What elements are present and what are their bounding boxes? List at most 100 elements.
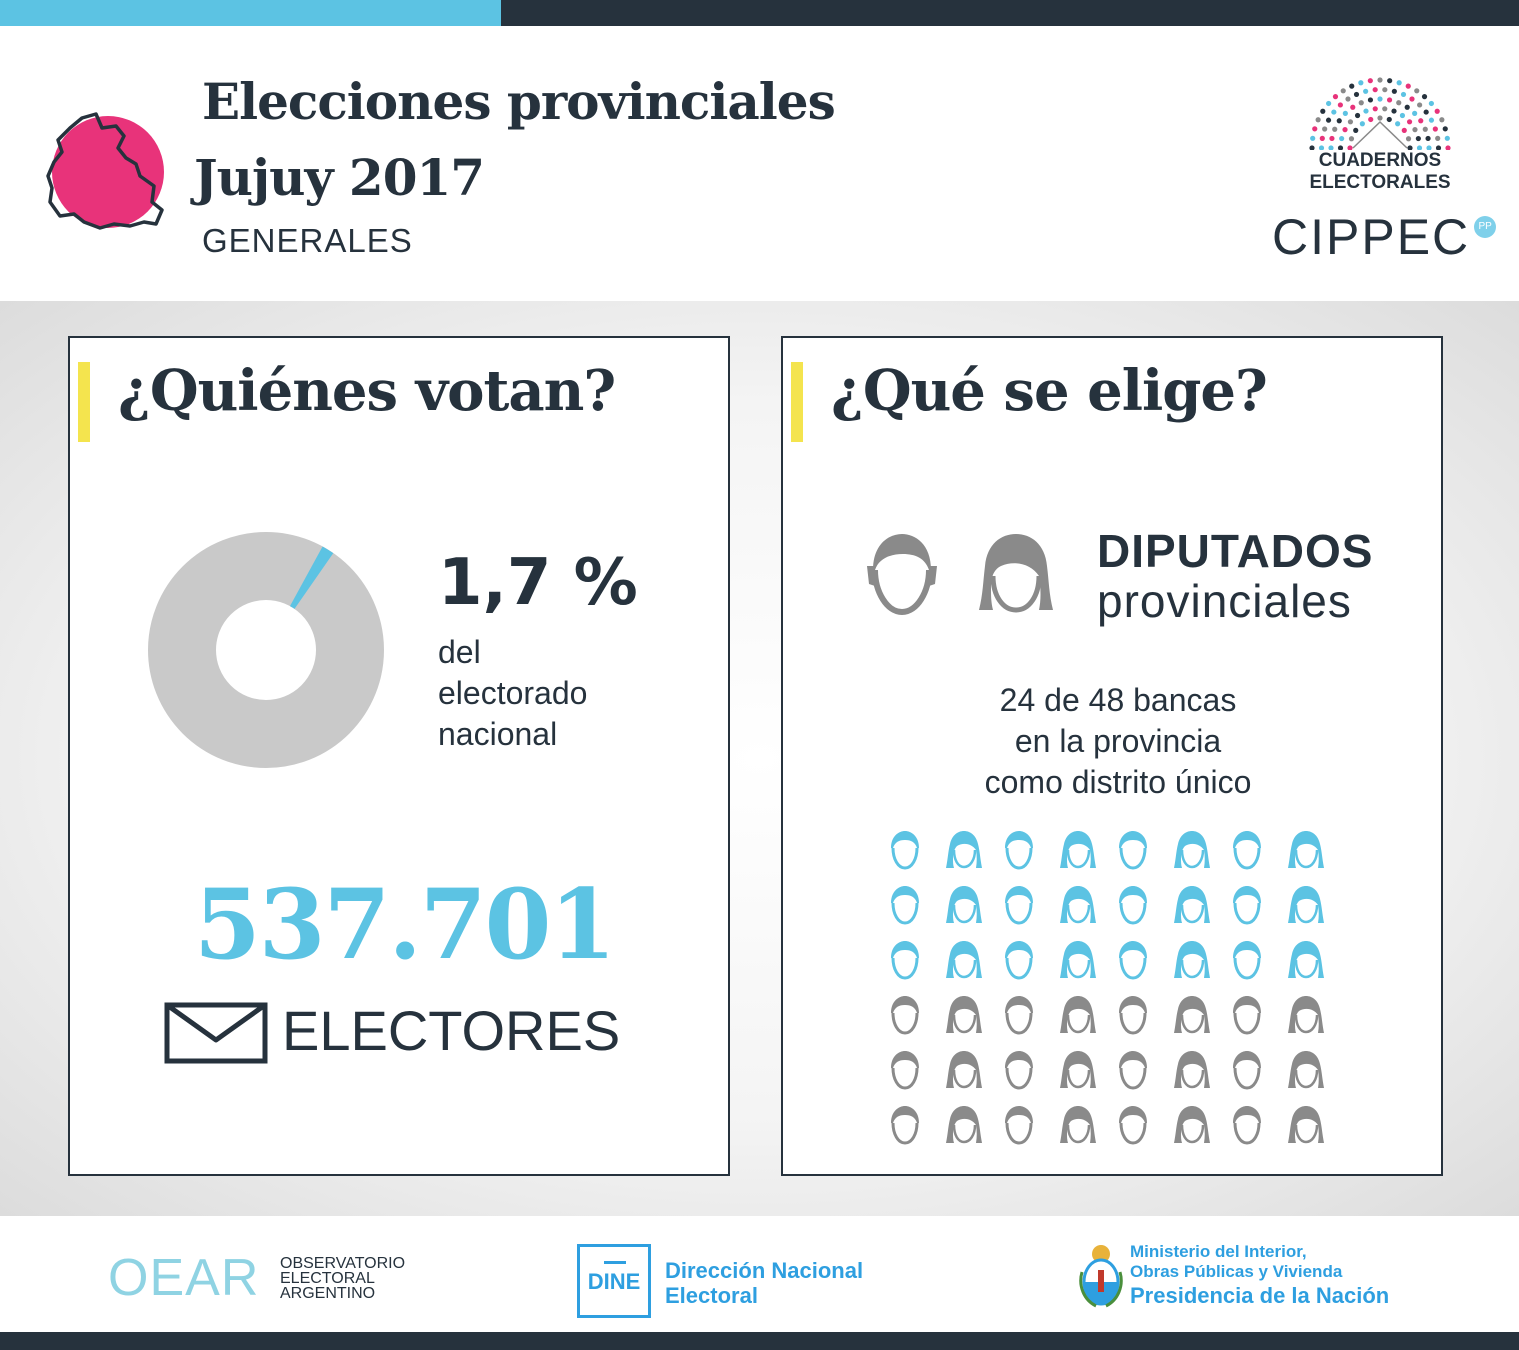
- dine-wordmark: DINE: [587, 1269, 641, 1294]
- hemicycle-dot: [1401, 127, 1407, 133]
- hemicycle-dot: [1442, 126, 1448, 132]
- seat-elected-icon: [1119, 941, 1147, 980]
- cuadernos-electorales-logo: CUADERNOS ELECTORALES: [1300, 76, 1460, 194]
- hemicycle-dot: [1358, 80, 1364, 86]
- hemicycle-dot: [1391, 88, 1397, 94]
- hemicycle-dot: [1353, 127, 1359, 133]
- hemicycle-dot: [1382, 106, 1388, 112]
- footer: OEAR OBSERVATORIO ELECTORAL ARGENTINO DI…: [0, 1216, 1519, 1332]
- dine-line-1: Dirección Nacional: [665, 1258, 864, 1283]
- seat-elected-icon: [1005, 886, 1033, 925]
- seat-not-elected-icon: [891, 996, 919, 1035]
- seat-elected-icon: [1060, 831, 1096, 869]
- oear-caption: OBSERVATORIO ELECTORAL ARGENTINO: [280, 1255, 406, 1302]
- percent-desc-line-3: nacional: [438, 716, 558, 752]
- seat-not-elected-icon: [1060, 1106, 1096, 1144]
- who-votes-panel: ¿Quiénes votan? 1,7 % del electorado nac…: [68, 336, 730, 1176]
- seat-elected-icon: [1060, 941, 1096, 979]
- hemicycle-dot: [1310, 135, 1316, 141]
- seat-elected-icon: [1233, 941, 1261, 980]
- seat-elected-icon: [1174, 831, 1210, 869]
- seat-not-elected-icon: [1005, 1051, 1033, 1090]
- hemicycle-dot: [1340, 88, 1346, 94]
- office-title: DIPUTADOS: [1097, 525, 1374, 577]
- bottom-color-bar: [0, 1332, 1519, 1350]
- seat-elected-icon: [1119, 831, 1147, 870]
- percent-desc-line-2: electorado: [438, 675, 588, 711]
- hemicycle-dot: [1444, 135, 1450, 141]
- seat-elected-icon: [1288, 886, 1324, 924]
- hemicycle-dot: [1325, 117, 1332, 123]
- hemicycle-dot: [1435, 145, 1442, 150]
- hemicycle-icon: [1309, 77, 1451, 150]
- seat-elected-icon: [946, 941, 982, 979]
- hemicycle-dot: [1342, 110, 1348, 116]
- seat-elected-icon: [1288, 831, 1324, 869]
- hemicycle-dot: [1372, 87, 1378, 93]
- seat-grid: [891, 831, 1324, 1145]
- hemicycle-dot: [1404, 104, 1410, 110]
- hemicycle-dot: [1331, 109, 1337, 115]
- national-coat-of-arms-icon: [1079, 1245, 1123, 1308]
- hemicycle-dot: [1322, 126, 1328, 132]
- hemicycle-dot: [1347, 145, 1353, 150]
- seat-not-elected-icon: [946, 1051, 982, 1089]
- ministry-line-3: Presidencia de la Nación: [1130, 1283, 1390, 1308]
- seat-not-elected-icon: [891, 1051, 919, 1090]
- seat-elected-icon: [891, 831, 919, 870]
- dine-line-2: Electoral: [665, 1283, 758, 1308]
- title-line-1: Elecciones provinciales: [202, 72, 836, 131]
- seat-not-elected-icon: [1119, 996, 1147, 1035]
- electorate-share-donut: [148, 532, 384, 768]
- seat-not-elected-icon: [1060, 1051, 1096, 1089]
- hemicycle-dot: [1377, 77, 1383, 83]
- seat-elected-icon: [1174, 886, 1210, 924]
- oear-line-1: OBSERVATORIO: [280, 1255, 406, 1272]
- hemicycle-dot: [1319, 135, 1325, 141]
- electorate-percent: 1,7 %: [438, 546, 638, 620]
- electors-label: ELECTORES: [282, 999, 621, 1062]
- dine-logo: DINE: [577, 1244, 651, 1318]
- seat-not-elected-icon: [1119, 1051, 1147, 1090]
- hemicycle-dot: [1309, 145, 1315, 150]
- envelope-icon: [164, 1002, 268, 1064]
- seat-not-elected-icon: [1174, 1051, 1210, 1089]
- hemicycle-dot: [1367, 97, 1374, 103]
- seat-not-elected-icon: [1288, 1106, 1324, 1144]
- top-color-bar: [0, 0, 1519, 26]
- hemicycle-dot: [1332, 126, 1338, 132]
- cippec-wordmark: CIPPEC: [1272, 209, 1471, 265]
- dine-caption: Dirección Nacional Electoral: [665, 1258, 863, 1308]
- seat-elected-icon: [1288, 941, 1324, 979]
- hemicycle-dot: [1417, 102, 1423, 108]
- title-line-2: Jujuy 2017: [194, 148, 485, 207]
- what-is-elected-title: ¿Qué se elige?: [831, 358, 1268, 424]
- what-is-elected-panel: ¿Qué se elige? DIPUTADOS provinciales 24…: [781, 336, 1443, 1176]
- seats-line-2: en la provincia: [1014, 723, 1222, 759]
- cippec-badge: PP: [1474, 216, 1497, 238]
- male-deputy-icon: [867, 534, 937, 616]
- hemicycle-dot: [1396, 100, 1402, 106]
- hemicycle-dot: [1426, 145, 1432, 150]
- seat-elected-icon: [1005, 941, 1033, 980]
- section-accent-bar: [78, 362, 90, 442]
- office-subtitle: provinciales: [1097, 575, 1352, 627]
- hemicycle-dot: [1425, 135, 1431, 142]
- seat-not-elected-icon: [1233, 1106, 1261, 1145]
- seat-elected-icon: [1005, 831, 1033, 870]
- seat-elected-icon: [1119, 886, 1147, 925]
- seat-not-elected-icon: [1174, 996, 1210, 1034]
- hemicycle-dot: [1391, 108, 1397, 114]
- hemicycle-dot: [1345, 96, 1351, 102]
- dine-logo-bar: [604, 1261, 626, 1264]
- hemicycle-dot: [1445, 145, 1451, 150]
- seats-description: 24 de 48 bancas en la provincia como dis…: [883, 680, 1353, 803]
- hemicycle-dot: [1315, 117, 1321, 123]
- seat-not-elected-icon: [946, 1106, 982, 1144]
- top-bar-light-segment: [0, 0, 501, 26]
- seat-not-elected-icon: [1288, 1051, 1324, 1089]
- percent-desc-line-1: del: [438, 634, 481, 670]
- female-deputy-icon: [979, 534, 1053, 613]
- hemicycle-dot: [1412, 127, 1418, 133]
- hemicycle-dot: [1377, 115, 1383, 121]
